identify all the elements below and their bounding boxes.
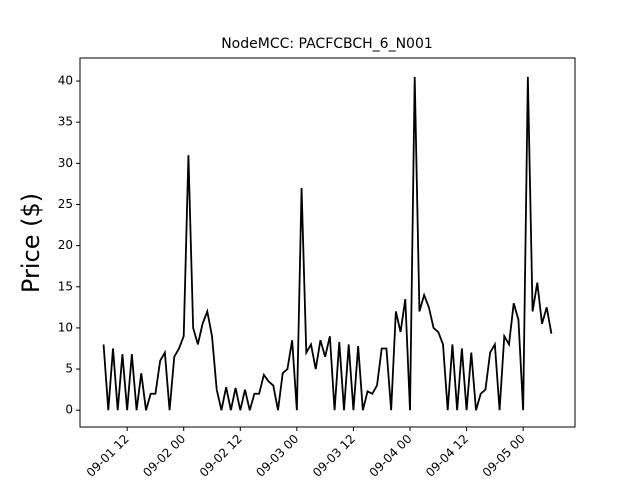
- y-tick-label: 35: [58, 115, 73, 129]
- x-tick-label: 09-05 00: [480, 432, 528, 480]
- y-tick-label: 15: [58, 279, 73, 293]
- y-tick-label: 40: [58, 74, 73, 88]
- line: [102, 76, 553, 411]
- y-tick-label: 5: [65, 362, 73, 376]
- x-tick-label: 09-01 12: [84, 432, 132, 480]
- x-tick-label: 09-04 12: [423, 432, 471, 480]
- x-tick-label: 09-02 00: [140, 432, 188, 480]
- y-axis-label: Price ($): [17, 193, 45, 293]
- chart-title: NodeMCC: PACFCBCH_6_N001: [221, 36, 433, 52]
- y-tick-label: 0: [65, 403, 73, 417]
- x-tick-label: 09-04 00: [367, 432, 415, 480]
- y-tick-label: 30: [58, 156, 73, 170]
- y-tick-label: 10: [58, 320, 73, 334]
- x-tick-label: 09-03 00: [253, 432, 301, 480]
- x-tick-label: 09-03 12: [310, 432, 358, 480]
- y-tick-label: 25: [58, 197, 73, 211]
- plot-frame: [79, 57, 576, 428]
- x-tick-label: 09-02 12: [197, 432, 245, 480]
- y-tick-label: 20: [58, 238, 73, 252]
